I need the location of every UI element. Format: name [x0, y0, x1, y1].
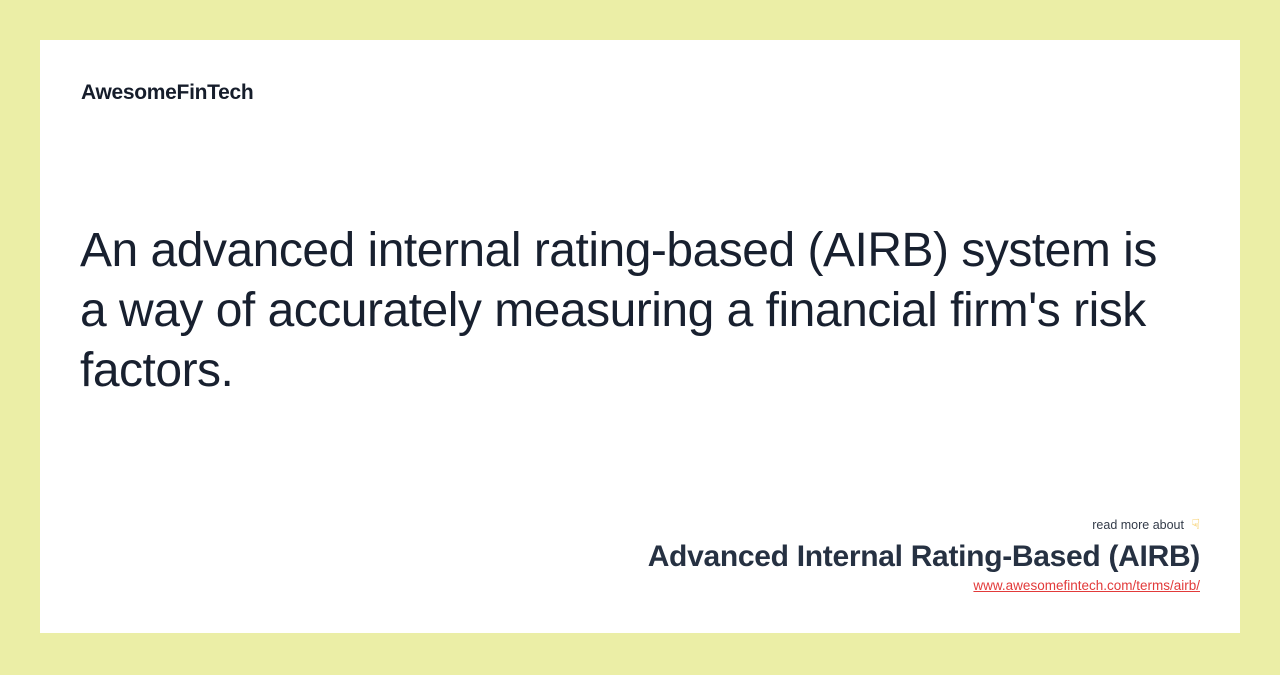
pointing-down-icon: ☟ [1191, 516, 1200, 532]
awesomefintech-logo: AwesomeFinTech [81, 81, 254, 104]
read-more-label: read more about [1092, 518, 1184, 532]
read-more-line: read more about ☟ [648, 516, 1200, 533]
term-definition-text: An advanced internal rating-based (AIRB)… [80, 224, 1157, 397]
term-title: Advanced Internal Rating-Based (AIRB) [647, 540, 1201, 573]
term-footer: read more about ☟ Advanced Internal Rati… [647, 516, 1201, 595]
content-card: AwesomeFinTech An advanced internal rati… [40, 40, 1240, 633]
term-url-link[interactable]: www.awesomefintech.com/terms/airb/ [973, 578, 1200, 593]
